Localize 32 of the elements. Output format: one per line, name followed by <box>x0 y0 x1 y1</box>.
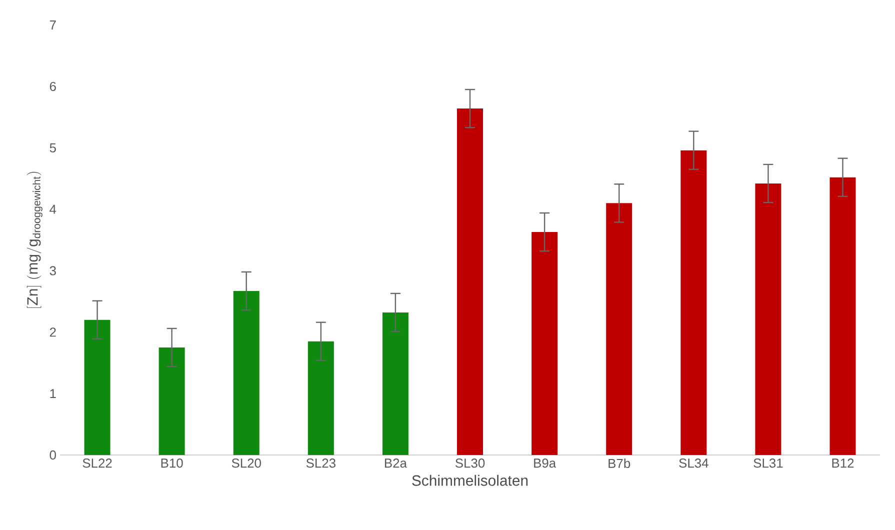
y-tick-label: 6 <box>50 82 56 92</box>
y-tick-label: 3 <box>50 266 56 276</box>
y-tick-label: 2 <box>50 328 56 337</box>
bar <box>532 232 558 455</box>
bar <box>457 108 484 455</box>
bar <box>233 290 260 455</box>
x-tick-label: SL34 <box>679 458 708 468</box>
bar <box>755 183 782 455</box>
x-tick-label: SL31 <box>754 458 783 468</box>
y-tick-label: 5 <box>50 143 56 152</box>
bar <box>382 312 408 455</box>
x-tick-label: B10 <box>161 458 183 468</box>
x-tick-label: B12 <box>832 458 854 468</box>
x-tick-label: B9a <box>534 458 556 468</box>
y-tick-label: 4 <box>50 204 56 214</box>
x-tick-label: B2a <box>384 458 407 468</box>
y-tick-label: 0 <box>50 450 56 460</box>
x-tick-label: SL30 <box>455 458 485 468</box>
y-axis-title: $[\mathrm{Zn}]\ (\mathrm{mg}/\mathrm{g}_{\mathrm{drooggewicht}})$ <box>26 172 42 308</box>
x-tick-label: SL22 <box>82 458 112 468</box>
x-axis-title: Schimmelisolaten <box>412 474 528 486</box>
bar <box>84 320 110 455</box>
y-tick-label: 7 <box>50 20 56 30</box>
x-tick-label: SL20 <box>232 458 261 468</box>
bar <box>308 341 334 455</box>
x-tick-label: B7b <box>608 458 630 468</box>
y-tick-label: 1 <box>50 389 56 398</box>
x-tick-label: SL23 <box>306 458 336 468</box>
bar <box>830 177 856 455</box>
bar <box>158 348 185 455</box>
bar <box>680 150 707 455</box>
bar <box>606 203 632 455</box>
